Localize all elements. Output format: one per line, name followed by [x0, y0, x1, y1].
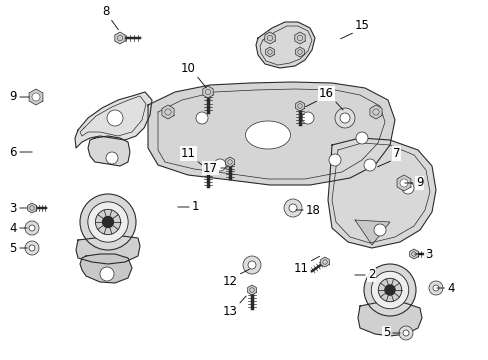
- Circle shape: [363, 159, 375, 171]
- Polygon shape: [354, 220, 389, 245]
- Polygon shape: [357, 302, 421, 336]
- Circle shape: [432, 285, 438, 291]
- Polygon shape: [265, 47, 274, 57]
- Polygon shape: [396, 175, 410, 191]
- Text: 5: 5: [10, 242, 17, 255]
- Circle shape: [95, 210, 121, 235]
- Polygon shape: [75, 92, 152, 148]
- Text: 9: 9: [415, 176, 423, 189]
- Circle shape: [339, 113, 349, 123]
- Circle shape: [29, 225, 35, 231]
- Polygon shape: [29, 89, 43, 105]
- Circle shape: [247, 261, 256, 269]
- Text: 9: 9: [9, 90, 17, 104]
- Circle shape: [373, 224, 385, 236]
- Circle shape: [32, 93, 40, 101]
- Circle shape: [214, 159, 225, 171]
- Text: 3: 3: [10, 202, 17, 215]
- Circle shape: [288, 204, 296, 212]
- Polygon shape: [295, 47, 304, 57]
- Circle shape: [398, 326, 412, 340]
- Polygon shape: [80, 254, 132, 283]
- Text: 6: 6: [9, 145, 17, 158]
- Text: 3: 3: [424, 248, 431, 261]
- Text: 1: 1: [192, 201, 199, 213]
- Ellipse shape: [245, 121, 290, 149]
- Circle shape: [384, 285, 394, 295]
- Polygon shape: [203, 86, 213, 98]
- Circle shape: [370, 271, 408, 309]
- Circle shape: [401, 182, 413, 194]
- Circle shape: [106, 152, 118, 164]
- Circle shape: [107, 110, 123, 126]
- Text: 15: 15: [354, 19, 369, 32]
- Circle shape: [284, 199, 302, 217]
- Polygon shape: [225, 157, 234, 167]
- Circle shape: [428, 281, 442, 295]
- Circle shape: [88, 202, 128, 242]
- Circle shape: [402, 330, 408, 336]
- Polygon shape: [409, 249, 417, 259]
- Polygon shape: [256, 22, 314, 68]
- Circle shape: [29, 245, 35, 251]
- Circle shape: [334, 108, 354, 128]
- Polygon shape: [247, 285, 256, 295]
- Text: 16: 16: [318, 87, 333, 100]
- Polygon shape: [148, 82, 394, 185]
- Polygon shape: [327, 138, 435, 248]
- Text: 11: 11: [181, 147, 196, 160]
- Text: 12: 12: [223, 275, 238, 288]
- Text: 7: 7: [392, 147, 400, 160]
- Polygon shape: [264, 32, 275, 44]
- Text: 17: 17: [203, 162, 218, 175]
- Circle shape: [196, 112, 207, 124]
- Polygon shape: [162, 105, 174, 119]
- Text: 8: 8: [102, 5, 110, 18]
- Circle shape: [25, 221, 39, 235]
- Polygon shape: [320, 257, 328, 267]
- Circle shape: [399, 179, 407, 187]
- Polygon shape: [76, 236, 140, 264]
- Text: 18: 18: [305, 203, 320, 216]
- Circle shape: [102, 216, 113, 228]
- Text: 4: 4: [9, 221, 17, 234]
- Circle shape: [80, 194, 136, 250]
- Circle shape: [302, 112, 313, 124]
- Polygon shape: [295, 101, 304, 111]
- Circle shape: [243, 256, 261, 274]
- Polygon shape: [369, 105, 381, 119]
- Text: 11: 11: [293, 262, 308, 275]
- Polygon shape: [28, 203, 36, 213]
- Circle shape: [328, 154, 340, 166]
- Circle shape: [100, 267, 114, 281]
- Circle shape: [25, 241, 39, 255]
- Text: 4: 4: [446, 282, 453, 294]
- Circle shape: [378, 278, 401, 302]
- Text: 14: 14: [318, 87, 333, 100]
- Text: 2: 2: [367, 269, 375, 282]
- Polygon shape: [88, 136, 130, 166]
- Circle shape: [355, 132, 367, 144]
- Text: 13: 13: [223, 305, 238, 318]
- Polygon shape: [115, 32, 125, 44]
- Text: 5: 5: [382, 327, 389, 339]
- Text: 10: 10: [181, 62, 196, 75]
- Polygon shape: [294, 32, 305, 44]
- Circle shape: [363, 264, 415, 316]
- Polygon shape: [203, 163, 212, 173]
